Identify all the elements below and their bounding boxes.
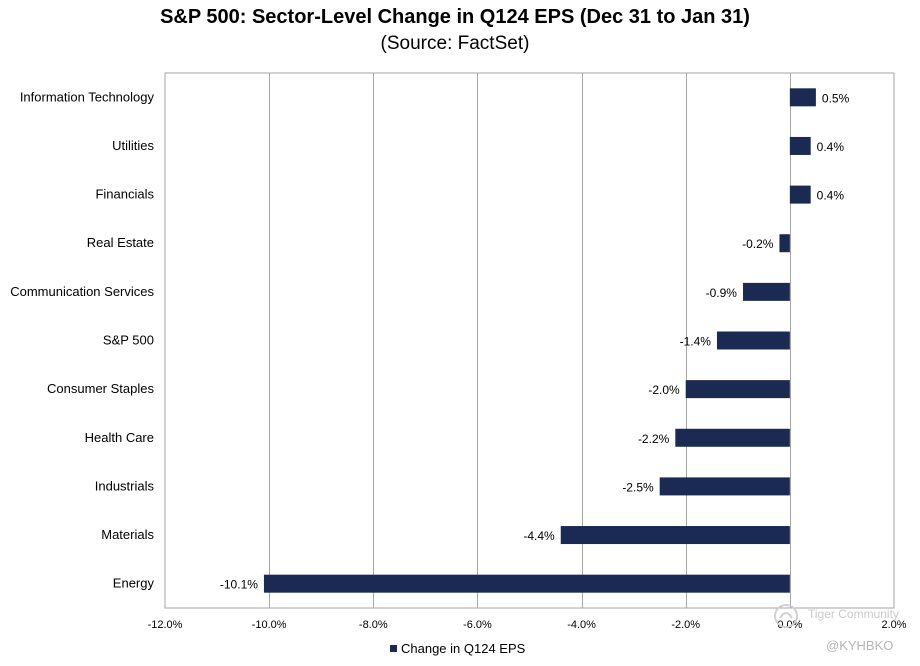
category-label: S&P 500 [103, 333, 154, 348]
category-label: Industrials [95, 478, 155, 493]
bar [560, 526, 790, 545]
data-label: -0.9% [706, 286, 738, 300]
category-label: Real Estate [87, 235, 154, 250]
bar [742, 282, 790, 301]
legend-label: Change in Q124 EPS [401, 641, 526, 656]
data-label: -1.4% [680, 335, 712, 349]
bar [675, 428, 790, 447]
legend: Change in Q124 EPS [390, 641, 525, 656]
bar [779, 234, 790, 253]
plot-area [164, 72, 895, 609]
chart-subtitle: (Source: FactSet) [380, 33, 530, 54]
category-label: Materials [101, 527, 154, 542]
category-label: Consumer Staples [47, 381, 154, 396]
data-label: 0.5% [822, 91, 850, 105]
x-tick-label: -6.0% [463, 619, 492, 631]
category-label: Information Technology [20, 89, 155, 104]
x-tick-label: 2.0% [881, 619, 906, 631]
category-label: Communication Services [10, 284, 154, 299]
category-label: Energy [113, 576, 155, 591]
bar [263, 574, 790, 593]
x-tick-label: -8.0% [359, 619, 388, 631]
data-label: -2.2% [638, 432, 670, 446]
category-label: Financials [95, 187, 154, 202]
data-label: -10.1% [220, 578, 258, 592]
x-tick-label: -4.0% [567, 619, 596, 631]
watermark-community: Tiger Community [808, 607, 899, 621]
x-tick-label: -12.0% [148, 619, 183, 631]
x-tick-label: -10.0% [252, 619, 287, 631]
data-label: -4.4% [523, 529, 555, 543]
bar [716, 331, 790, 350]
watermark-handle: @KYHBKO [826, 638, 894, 653]
data-label: -0.2% [742, 237, 774, 251]
data-label: -2.5% [622, 480, 654, 494]
category-label: Utilities [112, 138, 154, 153]
data-label: 0.4% [817, 140, 845, 154]
bar [789, 185, 811, 204]
bar [659, 477, 790, 496]
bar [789, 88, 816, 107]
bar [789, 136, 811, 155]
chart-title: S&P 500: Sector-Level Change in Q124 EPS… [160, 6, 750, 28]
tiger-logo-icon [774, 604, 798, 628]
x-tick-label: -2.0% [671, 619, 700, 631]
data-label: -2.0% [648, 383, 680, 397]
bar [685, 380, 790, 399]
category-label: Health Care [85, 430, 154, 445]
data-label: 0.4% [817, 189, 845, 203]
legend-swatch [390, 645, 397, 652]
